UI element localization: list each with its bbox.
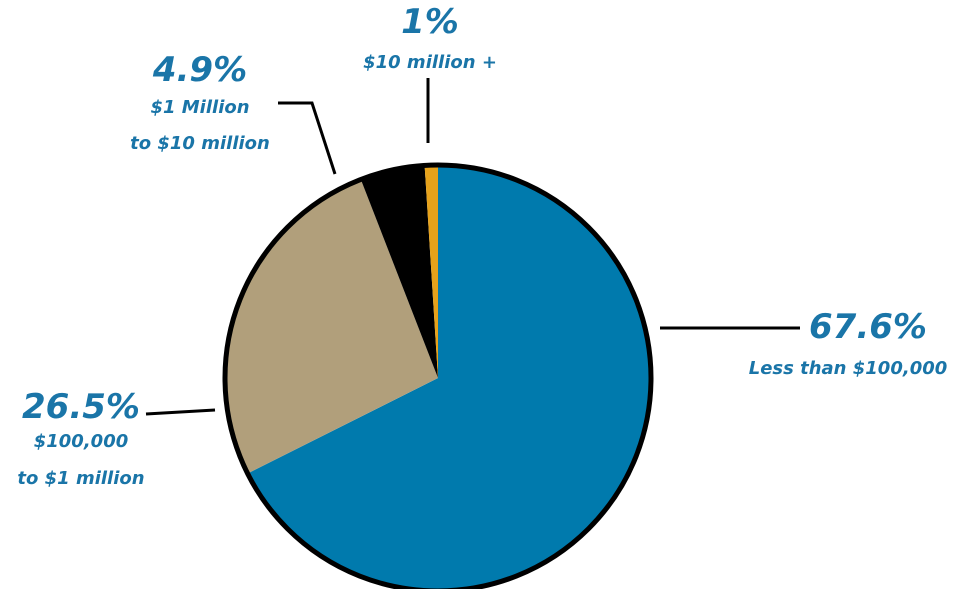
leader-line <box>278 101 337 175</box>
slice-labels: 67.6% Less than $100,000 26.5% $100,000 to $… <box>17 2 947 489</box>
slice-category-label: $100,000 <box>34 431 129 452</box>
slice-category-label: $10 million + <box>363 52 497 73</box>
pie-slice <box>247 165 651 589</box>
pie-slice <box>424 165 438 378</box>
pie-slice <box>224 179 438 474</box>
slice-category-label: to $10 million <box>130 133 270 154</box>
slice-category-label: $1 Million <box>150 97 249 118</box>
leader-lines <box>145 78 800 416</box>
pie-slices <box>224 165 651 589</box>
slice-percent-label: 67.6% <box>809 307 927 347</box>
slice-percent-label: 26.5% <box>22 387 140 427</box>
slice-category-label: Less than $100,000 <box>749 358 948 379</box>
slice-percent-label: 1% <box>401 2 459 42</box>
pie-slice <box>360 165 438 378</box>
slice-category-label: to $1 million <box>17 468 144 489</box>
pie-outline <box>222 162 654 589</box>
slice-percent-label: 4.9% <box>152 50 247 90</box>
leader-line <box>145 408 216 416</box>
